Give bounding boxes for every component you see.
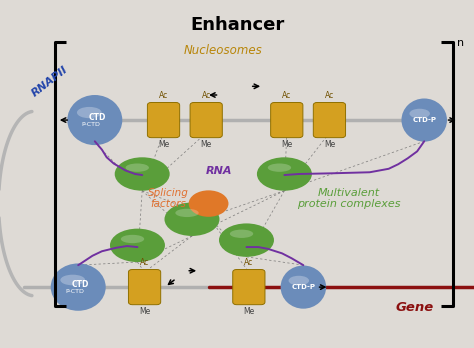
Text: CTD: CTD: [72, 280, 89, 289]
Text: protein complexes: protein complexes: [297, 199, 400, 208]
Text: Me: Me: [324, 140, 335, 149]
Text: Me: Me: [158, 140, 169, 149]
Ellipse shape: [289, 276, 309, 285]
Ellipse shape: [121, 235, 144, 243]
FancyBboxPatch shape: [271, 102, 303, 137]
Text: Splicing: Splicing: [148, 188, 189, 198]
Ellipse shape: [110, 229, 165, 262]
Text: Me: Me: [201, 140, 212, 149]
FancyBboxPatch shape: [147, 102, 180, 137]
Ellipse shape: [257, 157, 312, 191]
Text: P-CTD: P-CTD: [82, 122, 100, 127]
Text: Me: Me: [139, 307, 150, 316]
Text: Ac: Ac: [201, 91, 211, 100]
FancyBboxPatch shape: [190, 102, 222, 137]
Text: Nucleosomes: Nucleosomes: [183, 44, 262, 57]
Ellipse shape: [60, 275, 85, 285]
Ellipse shape: [67, 95, 122, 145]
Ellipse shape: [230, 230, 253, 238]
Ellipse shape: [126, 164, 149, 172]
Text: RNA: RNA: [206, 166, 232, 175]
Text: CTD-P: CTD-P: [412, 117, 436, 123]
Ellipse shape: [281, 266, 326, 309]
Ellipse shape: [410, 109, 430, 118]
Text: RNAPII: RNAPII: [30, 65, 70, 99]
Text: Ac: Ac: [159, 91, 168, 100]
Text: Me: Me: [281, 140, 292, 149]
Ellipse shape: [219, 223, 274, 257]
Ellipse shape: [401, 98, 447, 142]
Text: Me: Me: [243, 307, 255, 316]
FancyBboxPatch shape: [128, 269, 161, 305]
Text: Gene: Gene: [396, 301, 434, 315]
Ellipse shape: [189, 190, 228, 217]
Text: CTD-P: CTD-P: [292, 284, 315, 290]
Text: Ac: Ac: [140, 258, 149, 267]
Text: Ac: Ac: [244, 258, 254, 267]
Text: Ac: Ac: [325, 91, 334, 100]
Text: Enhancer: Enhancer: [190, 16, 284, 34]
Ellipse shape: [51, 263, 106, 311]
Ellipse shape: [268, 164, 291, 172]
Text: CTD: CTD: [89, 113, 106, 122]
Text: factors: factors: [150, 199, 186, 208]
Ellipse shape: [175, 209, 199, 217]
Ellipse shape: [164, 203, 219, 236]
Text: Ac: Ac: [282, 91, 292, 100]
FancyBboxPatch shape: [233, 269, 265, 305]
FancyBboxPatch shape: [313, 102, 346, 137]
Ellipse shape: [115, 157, 170, 191]
Ellipse shape: [77, 107, 101, 118]
Text: n: n: [457, 39, 465, 48]
Text: Multivalent: Multivalent: [317, 188, 380, 198]
Text: P-CTD: P-CTD: [65, 289, 84, 294]
